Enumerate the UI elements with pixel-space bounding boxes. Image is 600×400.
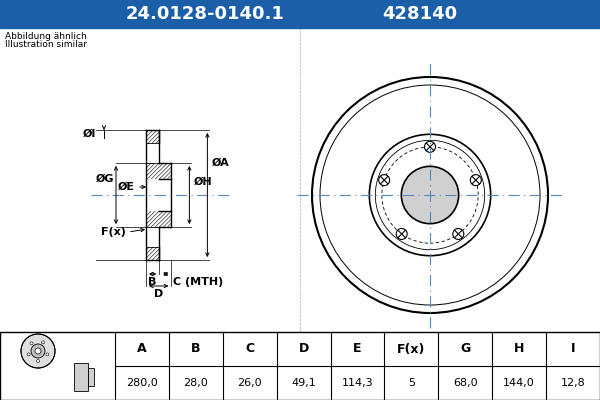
Text: C: C xyxy=(245,342,254,356)
Text: 68,0: 68,0 xyxy=(453,378,478,388)
Circle shape xyxy=(27,353,30,356)
Text: F(x): F(x) xyxy=(397,342,425,356)
Text: 49,1: 49,1 xyxy=(291,378,316,388)
Circle shape xyxy=(453,228,464,240)
Circle shape xyxy=(379,175,389,186)
Text: E: E xyxy=(353,342,362,356)
Circle shape xyxy=(41,341,44,344)
Bar xyxy=(146,130,159,143)
Text: H: H xyxy=(514,342,524,356)
Text: ØA: ØA xyxy=(211,158,229,168)
Text: I: I xyxy=(571,342,575,356)
Text: 26,0: 26,0 xyxy=(238,378,262,388)
Bar xyxy=(88,368,94,386)
Text: 114,3: 114,3 xyxy=(341,378,373,388)
Text: F(x): F(x) xyxy=(101,227,126,237)
Circle shape xyxy=(30,342,33,345)
Circle shape xyxy=(470,175,481,186)
Text: 428140: 428140 xyxy=(382,5,458,23)
Text: 24.0128-0140.1: 24.0128-0140.1 xyxy=(125,5,284,23)
Text: B: B xyxy=(191,342,200,356)
Bar xyxy=(0,332,600,400)
Bar xyxy=(0,0,600,28)
Text: D: D xyxy=(154,289,163,299)
Text: ØI: ØI xyxy=(83,129,96,139)
Text: 280,0: 280,0 xyxy=(126,378,158,388)
Text: ØH: ØH xyxy=(193,177,212,187)
Text: C (MTH): C (MTH) xyxy=(173,277,224,287)
Text: Abbildung ähnlich: Abbildung ähnlich xyxy=(5,32,87,41)
Text: 28,0: 28,0 xyxy=(184,378,208,388)
Circle shape xyxy=(31,344,45,358)
Text: 5: 5 xyxy=(408,378,415,388)
Circle shape xyxy=(425,141,436,152)
Text: ØE: ØE xyxy=(118,182,135,192)
Text: D: D xyxy=(298,342,309,356)
Circle shape xyxy=(46,353,49,356)
Bar xyxy=(159,211,172,227)
Text: ØG: ØG xyxy=(95,174,114,184)
Text: Illustration similar: Illustration similar xyxy=(5,40,87,49)
Bar xyxy=(159,163,172,179)
Circle shape xyxy=(401,166,458,224)
Circle shape xyxy=(37,360,40,362)
Bar xyxy=(146,163,159,179)
Bar xyxy=(141,125,176,265)
Text: A: A xyxy=(137,342,147,356)
Circle shape xyxy=(21,334,55,368)
Circle shape xyxy=(35,348,41,354)
Text: 144,0: 144,0 xyxy=(503,378,535,388)
Bar xyxy=(0,0,600,332)
Text: G: G xyxy=(460,342,470,356)
Text: B: B xyxy=(148,277,157,287)
Bar xyxy=(146,211,159,227)
Text: 12,8: 12,8 xyxy=(560,378,586,388)
Bar xyxy=(146,247,159,260)
Bar xyxy=(74,363,88,391)
Circle shape xyxy=(310,75,550,315)
Circle shape xyxy=(396,228,407,240)
